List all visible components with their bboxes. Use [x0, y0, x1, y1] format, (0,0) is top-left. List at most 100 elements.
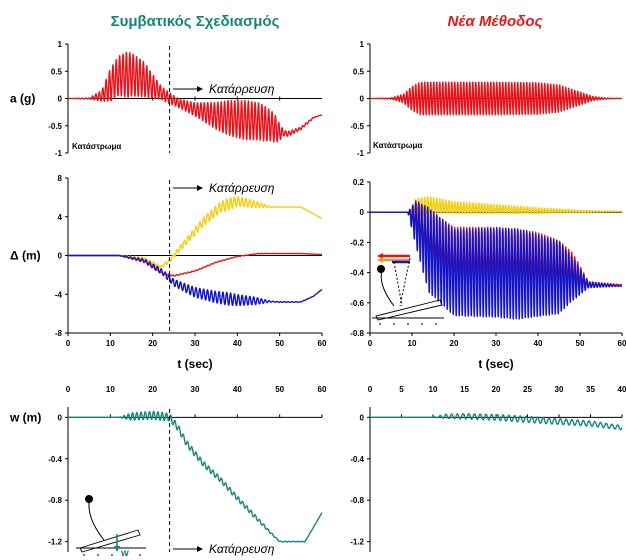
x-tick-label: 10	[106, 385, 115, 394]
collapse-label: Κατάρρευση	[209, 181, 275, 195]
y-tick-label: -1.2	[350, 538, 364, 547]
acc-conventional-panel: 1 0.5 0 -0.5 -1 a (g)	[10, 40, 323, 158]
x-tick-label: 5	[399, 385, 404, 394]
x-tick-label: 20	[148, 385, 157, 394]
x-tick-label: 20	[450, 339, 459, 348]
x-tick-label: 10	[429, 385, 438, 394]
w-inset: w	[76, 495, 146, 559]
left-column-title: Συμβατικός Σχεδιασμός	[111, 13, 280, 30]
disp-conventional-panel: 840-4-80 10 20 30 40 50 60Δ (m)t (sec)	[10, 174, 327, 371]
x-tick-label: 15	[460, 385, 469, 394]
y-tick-label: 0.2	[353, 178, 365, 187]
x-tick-label: 0	[368, 339, 373, 348]
ground-dot	[83, 554, 85, 556]
teal-series-line	[369, 413, 623, 431]
y-axis-label: a (g)	[10, 92, 35, 106]
x-tick-label: 30	[191, 385, 200, 394]
x-tick-label: 30	[191, 339, 200, 348]
x-tick-label: 0	[368, 385, 373, 394]
ground-dot	[97, 554, 99, 556]
y-tick-label: -0.5	[48, 122, 62, 131]
y-tick-label: 4	[58, 213, 63, 222]
y-tick-label: -0.8	[350, 496, 364, 505]
y-tick-label: 0	[58, 252, 63, 261]
cable-dotted-line	[399, 257, 411, 307]
ground-dot	[125, 554, 127, 556]
x-axis-label: t (sec)	[478, 357, 513, 371]
x-tick-label: 20	[148, 339, 157, 348]
arrow-head	[197, 546, 203, 552]
ground-dot	[379, 323, 381, 325]
y-tick-label: 0	[58, 413, 63, 422]
ground-dot	[111, 554, 113, 556]
x-tick-label: 60	[618, 339, 626, 348]
blue-series-line	[67, 254, 323, 307]
y-tick-label: -1	[357, 149, 365, 158]
pylon-curve	[380, 269, 395, 307]
mass-circle	[377, 265, 385, 273]
x-tick-label: 25	[523, 385, 532, 394]
y-tick-label: -0.8	[48, 496, 62, 505]
collapse-label: Κατάρρευση	[209, 542, 275, 556]
w-new-panel: 0 -0.4 -0.8 -1.2 0 5 10 15 20 25 30 35 40	[350, 385, 626, 552]
x-tick-label: 0	[66, 339, 71, 348]
red-series-line	[67, 51, 323, 143]
right-column-title: Νέα Μέθοδος	[448, 13, 543, 30]
acc-new-panel: 1 0.5 0 -0.5 -1	[350, 40, 623, 158]
y-tick-label: -1.2	[48, 538, 62, 547]
x-tick-label: 0	[66, 385, 71, 394]
y-tick-label: -0.2	[350, 238, 364, 247]
yellow-series-line	[67, 195, 323, 269]
ground-dot	[435, 323, 437, 325]
y-tick-label: -0.5	[350, 122, 364, 131]
w-arrowhead	[114, 546, 120, 552]
x-tick-label: 40	[233, 385, 242, 394]
y-tick-label: 8	[58, 174, 63, 183]
x-tick-label: 60	[318, 385, 327, 394]
y-tick-label: 0	[360, 95, 365, 104]
deck-shape	[375, 299, 443, 321]
red-series-line	[67, 252, 323, 277]
x-tick-label: 10	[408, 339, 417, 348]
w-conventional-panel: 0 -0.4 -0.8 -1.2 0 10 20 30 40 50 60 w (m)	[9, 385, 327, 552]
x-tick-label: 40	[233, 339, 242, 348]
y-tick-label: 0	[58, 95, 63, 104]
collapse-label: Κατάρρευση	[209, 82, 275, 96]
x-tick-label: 30	[492, 339, 501, 348]
orange-arrowhead	[377, 257, 383, 263]
y-tick-label: -8	[55, 329, 63, 338]
teal-series-line	[67, 410, 323, 543]
x-tick-label: 50	[275, 339, 284, 348]
y-tick-label: -0.4	[350, 455, 364, 464]
x-tick-label: 50	[275, 385, 284, 394]
deck-shape	[79, 529, 141, 553]
arrow-head	[197, 86, 203, 92]
blue-series-line	[369, 201, 623, 320]
x-tick-label: 60	[318, 339, 327, 348]
x-tick-label: 30	[555, 385, 564, 394]
red-series-line	[369, 81, 623, 116]
x-tick-label: 10	[106, 339, 115, 348]
ground-dot	[393, 323, 395, 325]
overlays: Κατάρρευση Κατάρρευση Κατάρρευση Κατάστρωμα…	[72, 82, 444, 559]
mass-circle	[85, 495, 93, 503]
deck-label: Κατάστρωμα	[373, 141, 422, 150]
y-tick-label: -0.4	[350, 269, 364, 278]
y-tick-label: 0	[360, 413, 365, 422]
y-tick-label: -0.6	[350, 299, 364, 308]
y-axis-label: Δ (m)	[10, 249, 41, 263]
deck-label: Κατάστρωμα	[72, 142, 121, 151]
x-tick-label: 40	[618, 385, 626, 394]
pylon-curve	[88, 502, 105, 541]
y-axis-label: w (m)	[9, 410, 41, 424]
x-axis-label: t (sec)	[177, 357, 212, 371]
ground-dot	[421, 323, 423, 325]
x-tick-label: 50	[576, 339, 585, 348]
disp-new-panel: 0.2 0 -0.2 -0.4 -0.6 -0.8 0 10 20 30 40 50 60 t (sec)	[350, 178, 626, 371]
x-tick-label: 20	[492, 385, 501, 394]
y-tick-label: -4	[55, 290, 63, 299]
structure-inset	[372, 253, 444, 325]
y-tick-label: 0	[360, 208, 365, 217]
